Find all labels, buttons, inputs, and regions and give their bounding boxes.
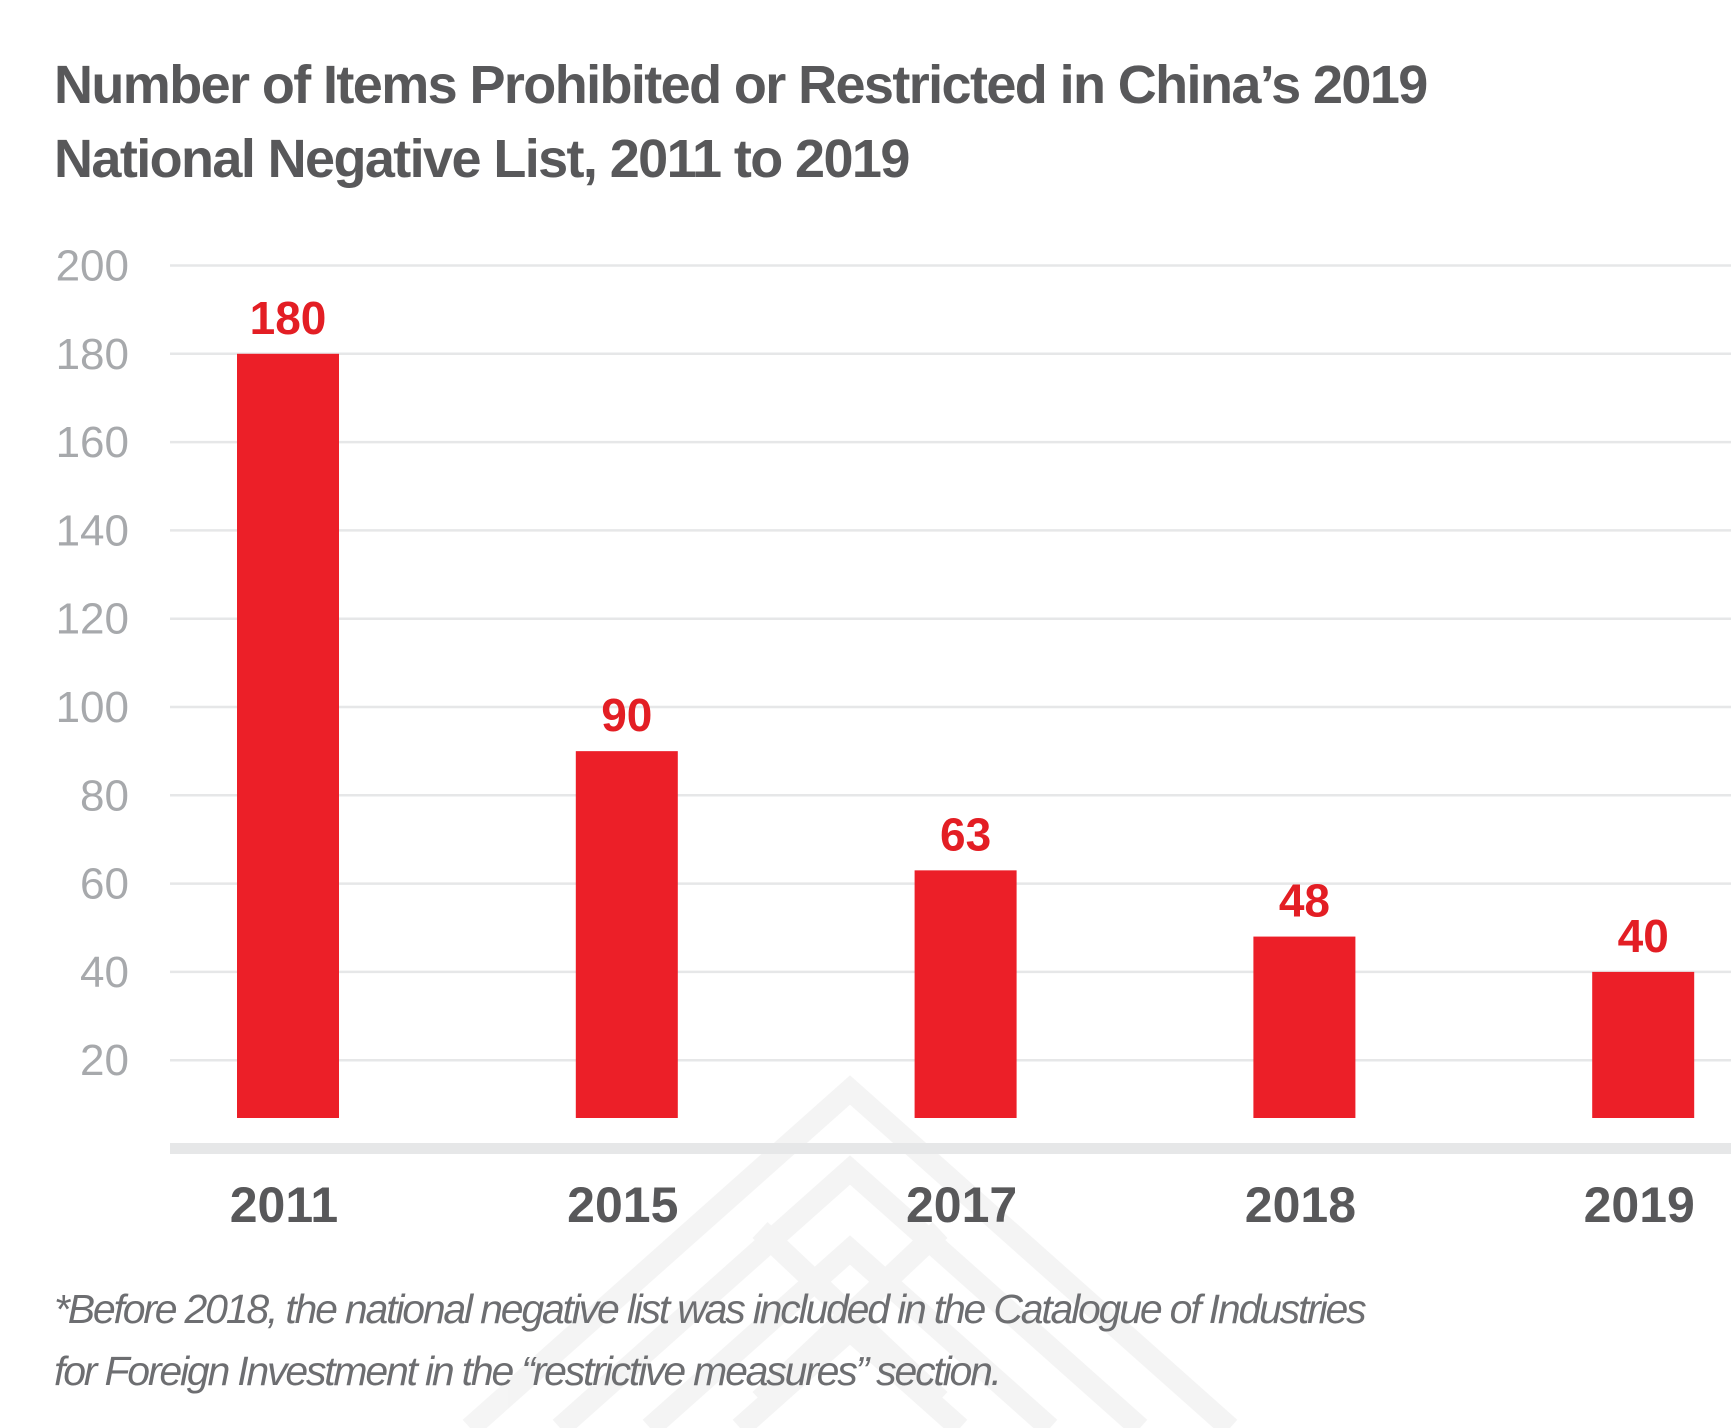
- bar-2015: [575, 751, 678, 1118]
- y-tick-label-140: 140: [56, 506, 129, 555]
- chart-title: Number of Items Prohibited or Restricted…: [54, 48, 1694, 196]
- data-label-2019: 40: [1618, 910, 1669, 962]
- x-tick-label-2019: 2019: [1584, 1177, 1695, 1233]
- data-label-2017: 63: [940, 808, 991, 860]
- y-tick-label-200: 200: [56, 242, 129, 291]
- data-label-2015: 90: [601, 689, 652, 741]
- x-axis-baseline: [170, 1143, 1731, 1154]
- x-tick-label-2018: 2018: [1245, 1177, 1356, 1233]
- x-tick-label-2011: 2011: [230, 1177, 338, 1233]
- data-labels: 180 90 63 48 40: [250, 292, 1669, 962]
- footnote-line-2: for Foreign Investment in the “restricti…: [54, 1348, 1002, 1394]
- x-tick-label-2017: 2017: [906, 1177, 1017, 1233]
- x-tick-label-2015: 2015: [567, 1177, 678, 1233]
- data-label-2018: 48: [1279, 875, 1330, 927]
- x-axis-tick-labels: 2011 2015 2017 2018 2019: [230, 1177, 1695, 1233]
- y-tick-label-120: 120: [56, 595, 129, 644]
- y-tick-label-60: 60: [80, 860, 129, 909]
- bar-2017: [914, 870, 1017, 1118]
- y-tick-label-80: 80: [80, 771, 129, 820]
- y-tick-label-100: 100: [56, 683, 129, 732]
- bars: [237, 353, 1695, 1118]
- bar-2019: [1592, 971, 1695, 1118]
- y-axis-tick-labels: 20 40 60 80 100 120 140 160 180 200: [56, 242, 129, 1086]
- chart-title-line-2: National Negative List, 2011 to 2019: [54, 129, 910, 189]
- footnote: *Before 2018, the national negative list…: [54, 1278, 1731, 1402]
- footnote-line-1: *Before 2018, the national negative list…: [54, 1286, 1367, 1332]
- bar-2011: [237, 353, 339, 1118]
- y-tick-label-160: 160: [56, 418, 129, 467]
- y-tick-label-180: 180: [56, 330, 129, 379]
- watermark-logo-icon: [462, 1075, 1238, 1428]
- y-tick-label-20: 20: [80, 1036, 129, 1085]
- data-label-2011: 180: [250, 292, 327, 344]
- chart-title-line-1: Number of Items Prohibited or Restricted…: [54, 55, 1428, 115]
- y-tick-label-40: 40: [80, 948, 129, 997]
- bar-2018: [1253, 936, 1356, 1118]
